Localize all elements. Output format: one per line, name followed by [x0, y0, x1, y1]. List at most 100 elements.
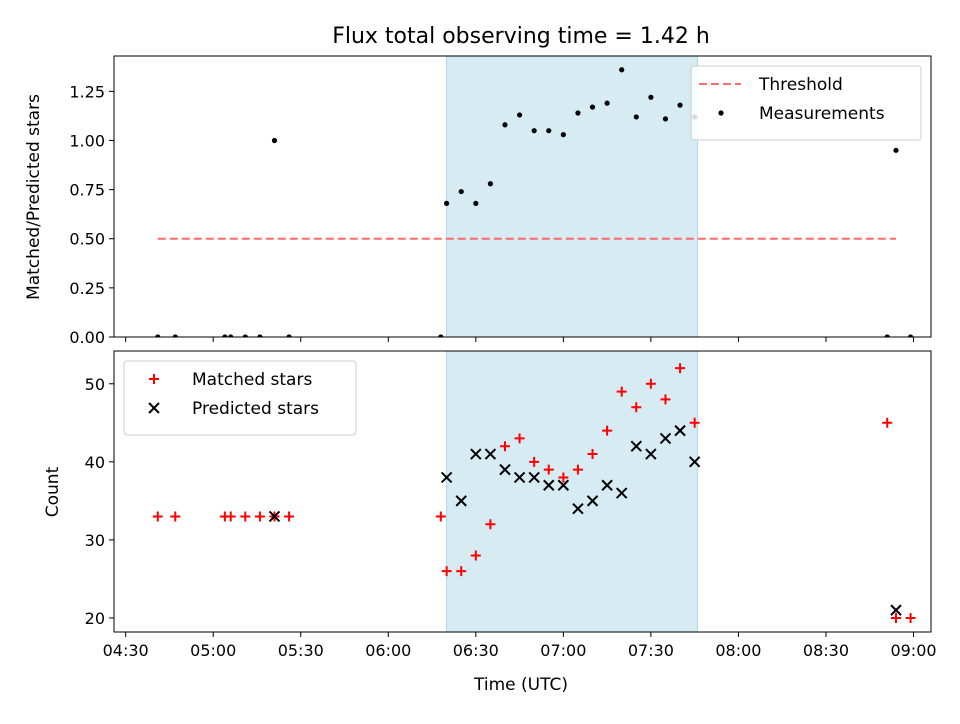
legend-label: Matched stars: [192, 370, 312, 390]
measurement-point: [662, 116, 669, 122]
matched-star-marker: [905, 612, 916, 623]
measurement-point: [893, 147, 899, 153]
matched-star-marker: [254, 511, 265, 522]
matched-star-marker: [470, 550, 481, 561]
measurement-point: [222, 334, 228, 337]
matched-star-marker: [152, 511, 163, 522]
predicted-star-marker: [688, 456, 701, 468]
legend-label: Predicted stars: [192, 399, 319, 419]
predicted-star-marker: [528, 471, 540, 484]
measurement-point: [242, 334, 248, 337]
series-measurements: [155, 67, 914, 337]
y-tick-label: 0.00: [69, 328, 105, 347]
top-y-axis-label: Matched/Predicted stars: [24, 94, 44, 300]
legend-label: Measurements: [759, 104, 885, 124]
measurement-point: [575, 110, 581, 116]
x-tick-label: 07:00: [540, 641, 586, 660]
count-panel: 04:30 05:00 05:30 06:00 06:30 07:00 07:30 08:00…: [43, 350, 937, 695]
x-tick-label: 07:30: [628, 641, 674, 660]
matched-star-marker: [616, 386, 627, 397]
matched-star-marker: [631, 402, 642, 413]
series-predicted-stars: [268, 424, 902, 616]
x-tick-label: 05:00: [190, 641, 236, 660]
measurement-point: [444, 200, 450, 206]
matched-star-marker: [602, 425, 613, 436]
series-matched-stars: [152, 363, 916, 623]
matched-star-marker: [689, 417, 700, 428]
predicted-star-marker: [630, 440, 643, 452]
bottom-plot-area: [152, 351, 916, 632]
y-tick-label: 30: [85, 531, 105, 550]
x-tick-label: 08:30: [803, 641, 849, 660]
measurement-point: [884, 334, 890, 337]
top-plot-area: [155, 56, 914, 337]
x-axis-label: Time (UTC): [473, 675, 568, 695]
matched-star-marker: [587, 449, 598, 460]
chart-title: Flux total observing time = 1.42 h: [332, 24, 710, 49]
predicted-star-marker: [615, 487, 628, 499]
observing-window-span: [446, 351, 698, 632]
y-tick-label: 0.25: [69, 279, 105, 298]
matched-star-marker: [456, 566, 467, 577]
x-tick-label: 05:30: [278, 641, 324, 660]
measurement-point: [677, 102, 683, 108]
measurement-point: [228, 334, 234, 337]
y-tick-label: 20: [85, 609, 105, 628]
measurement-point: [546, 128, 552, 134]
y-tick-label: 0.50: [69, 230, 105, 249]
y-tick-label: 1.25: [69, 82, 105, 101]
measurement-point: [458, 188, 464, 195]
predicted-star-marker: [499, 463, 511, 476]
measurement-point: [604, 100, 610, 106]
legend-matched-swatch: [149, 374, 159, 384]
predicted-star-marker: [543, 479, 555, 491]
x-tick-label: 08:00: [715, 641, 761, 660]
measurement-point: [271, 137, 278, 144]
matched-star-marker: [441, 566, 452, 577]
measurement-point: [648, 94, 654, 100]
measurement-point: [619, 67, 625, 73]
predicted-star-marker: [645, 448, 657, 460]
ratio-panel: Flux total observing time = 1.42 h 0.00 0…: [24, 24, 932, 347]
predicted-star-marker: [890, 604, 902, 616]
matched-star-marker: [529, 456, 540, 467]
measurement-point: [286, 334, 292, 337]
legend-measurement-swatch: [718, 110, 724, 116]
measurement-point: [531, 128, 537, 134]
y-tick-label: 40: [85, 453, 105, 472]
bottom-y-axis-label: Count: [43, 466, 63, 517]
predicted-star-marker: [601, 479, 613, 491]
matched-star-marker: [675, 363, 686, 374]
predicted-star-marker: [455, 495, 467, 507]
top-legend: Threshold Measurements: [690, 65, 922, 141]
legend-predicted-swatch: [148, 402, 160, 414]
legend-box: [123, 360, 357, 436]
x-tick-label: 06:30: [453, 641, 499, 660]
legend-label: Threshold: [758, 75, 843, 95]
predicted-star-marker: [513, 471, 526, 484]
measurement-point: [516, 112, 523, 118]
measurement-point: [502, 122, 508, 128]
legend-box: [690, 65, 922, 141]
matched-star-marker: [645, 378, 656, 389]
matched-star-marker: [284, 511, 295, 522]
y-tick-label: 1.00: [69, 131, 105, 150]
y-tick-label: 0.75: [69, 181, 105, 200]
measurement-point: [633, 114, 639, 120]
measurement-point: [438, 334, 444, 337]
bottom-legend: Matched stars Predicted stars: [123, 360, 357, 436]
matched-star-marker: [514, 433, 525, 444]
top-axes-frame: [113, 55, 932, 338]
measurement-point: [487, 181, 494, 187]
measurement-point: [907, 334, 914, 337]
matched-star-marker: [499, 441, 510, 452]
matched-star-marker: [225, 511, 236, 522]
matched-star-marker: [435, 511, 446, 522]
matched-star-marker: [660, 394, 671, 405]
predicted-star-marker: [586, 495, 599, 507]
measurement-point: [473, 200, 479, 206]
measurement-point: [560, 132, 566, 138]
measurement-point: [172, 334, 178, 337]
matched-star-marker: [543, 464, 554, 475]
